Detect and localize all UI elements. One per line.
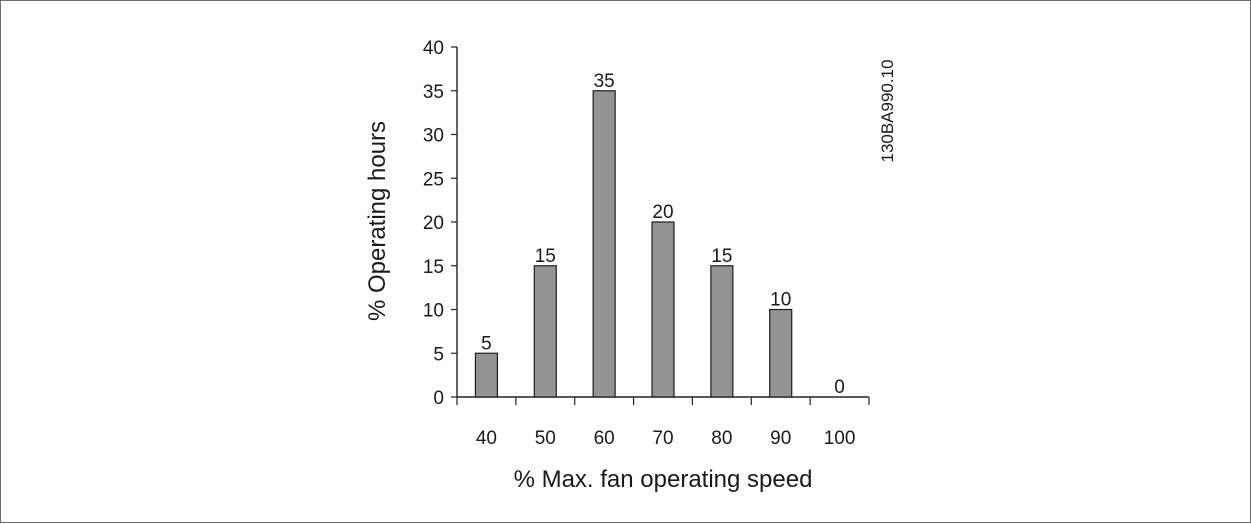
y-axis: 0 5 10 15 20 25 30 35 40 xyxy=(423,38,458,409)
y-tick-label: 15 xyxy=(423,257,444,278)
x-tick-label: 40 xyxy=(476,428,497,449)
y-tick-label: 35 xyxy=(423,82,444,103)
bar xyxy=(651,221,675,398)
bar-value-label: 15 xyxy=(535,246,556,267)
y-tick-label: 20 xyxy=(423,213,444,234)
y-tick-label: 0 xyxy=(433,388,444,409)
figure-id-label: 130BA990.10 xyxy=(878,59,897,162)
bar-value-label: 0 xyxy=(834,377,845,398)
x-tick-label: 90 xyxy=(770,428,791,449)
bar xyxy=(474,352,499,398)
y-tick-label: 30 xyxy=(423,126,444,147)
x-tick-label: 50 xyxy=(535,428,556,449)
bar xyxy=(533,265,557,398)
y-tick-label: 25 xyxy=(423,169,444,190)
bar xyxy=(592,90,616,398)
bar-value-label: 5 xyxy=(481,333,492,354)
y-axis-title: % Operating hours xyxy=(364,121,391,321)
x-tick-label: 80 xyxy=(711,428,732,449)
x-tick-label: 70 xyxy=(652,428,673,449)
bar-value-label: 35 xyxy=(594,71,615,92)
bar-value-label: 15 xyxy=(711,246,732,267)
x-axis: 40 50 60 70 80 90 100 xyxy=(456,396,870,449)
y-tick-label: 40 xyxy=(423,38,444,59)
x-tick-label: 60 xyxy=(594,428,615,449)
bars xyxy=(474,90,793,398)
x-tick-label: 100 xyxy=(824,428,856,449)
bar-value-label: 10 xyxy=(770,290,791,311)
bar-value-label: 20 xyxy=(652,202,673,223)
y-tick-label: 10 xyxy=(423,301,444,322)
bar xyxy=(710,265,734,398)
bar xyxy=(769,308,793,398)
y-tick-label: 5 xyxy=(433,344,444,365)
x-axis-title: % Max. fan operating speed xyxy=(514,466,813,493)
bar-value-labels: 5 15 35 20 15 10 0 xyxy=(481,71,845,398)
